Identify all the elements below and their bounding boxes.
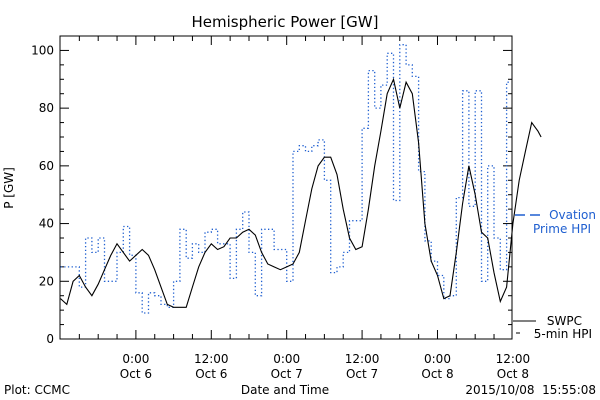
series-layer	[60, 44, 542, 314]
legend-label-ovation-1: Ovation	[549, 208, 596, 222]
x-tick-label-time: 0:00	[424, 352, 451, 366]
y-tick-label: 0	[46, 332, 54, 346]
footer-credit: Plot: CCMC	[4, 383, 70, 397]
x-tick-label-date: Oct 8	[421, 367, 453, 381]
x-tick-label-time: 12:00	[345, 352, 380, 366]
x-tick-label-date: Oct 6	[120, 367, 152, 381]
y-tick-label: 20	[39, 274, 54, 288]
y-axis: 0 20 40 60 80 100	[31, 43, 512, 346]
y-tick-label: 60	[39, 159, 54, 173]
legend-label-swpc-1: SWPC	[547, 314, 582, 328]
plot-frame	[59, 35, 513, 340]
y-tick-label: 40	[39, 217, 54, 231]
x-axis-label: Date and Time	[241, 383, 329, 397]
footer-timestamp: 2015/10/08 15:55:08	[465, 383, 596, 397]
series-ovation-prime-hpi	[60, 44, 511, 314]
legend-label-swpc-2: 5-min HPI	[534, 327, 592, 341]
y-tick-label: 100	[31, 43, 54, 57]
x-tick-label-time: 12:00	[194, 352, 229, 366]
x-tick-label-date: Oct 7	[271, 367, 303, 381]
x-tick-label-date: Oct 6	[195, 367, 227, 381]
x-tick-label-time: 0:00	[273, 352, 300, 366]
legend-label-ovation-2: Prime HPI	[533, 222, 591, 236]
x-tick-label-time: 0:00	[122, 352, 149, 366]
x-tick-label-date: Oct 8	[497, 367, 529, 381]
series-swpc-5min-hpi	[60, 77, 542, 308]
x-tick-label-date: Oct 7	[346, 367, 378, 381]
y-axis-label: P [GW]	[2, 167, 16, 209]
chart-title: Hemispheric Power [GW]	[192, 13, 379, 31]
y-tick-label: 80	[39, 101, 54, 115]
x-tick-label-time: 12:00	[496, 352, 531, 366]
